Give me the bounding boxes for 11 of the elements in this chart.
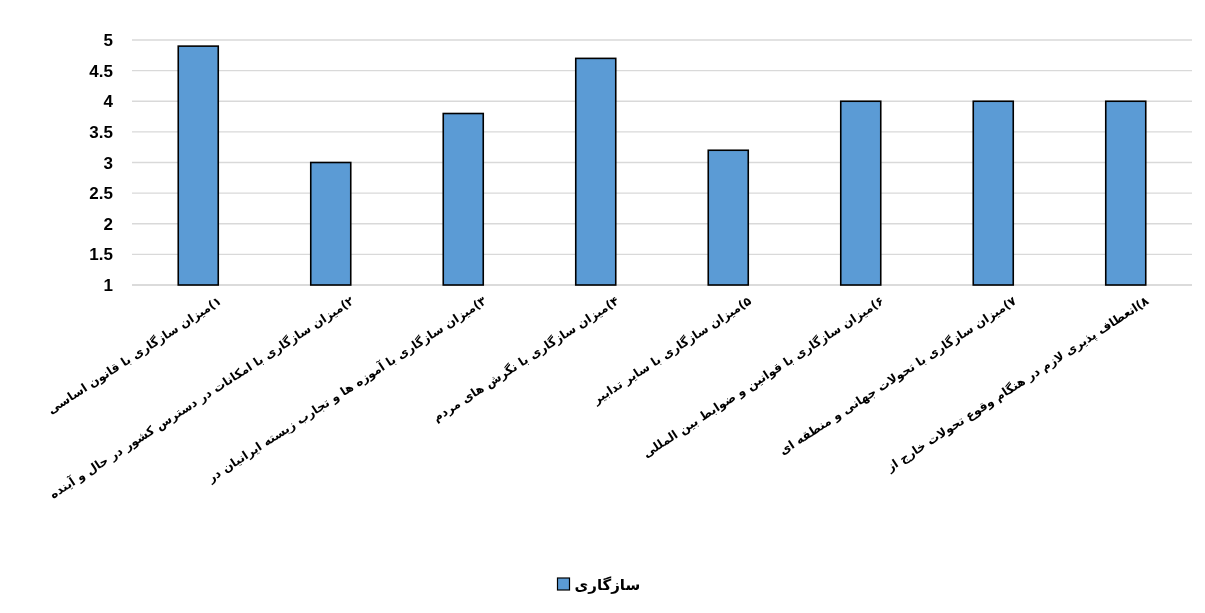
legend: سازگاری — [556, 576, 641, 594]
y-tick-label: 1.5 — [89, 245, 113, 265]
y-tick-label: 2.5 — [89, 184, 113, 204]
y-tick-label: 1 — [103, 276, 113, 295]
y-tick-label: 4.5 — [89, 61, 113, 81]
y-tick-label: 2 — [103, 214, 113, 234]
y-tick-label: 4 — [103, 92, 114, 112]
y-tick-label: 5 — [103, 31, 113, 50]
y-tick-label: 3.5 — [89, 122, 113, 142]
y-tick-label: 3 — [103, 153, 113, 173]
legend-label: سازگاری — [574, 576, 641, 594]
